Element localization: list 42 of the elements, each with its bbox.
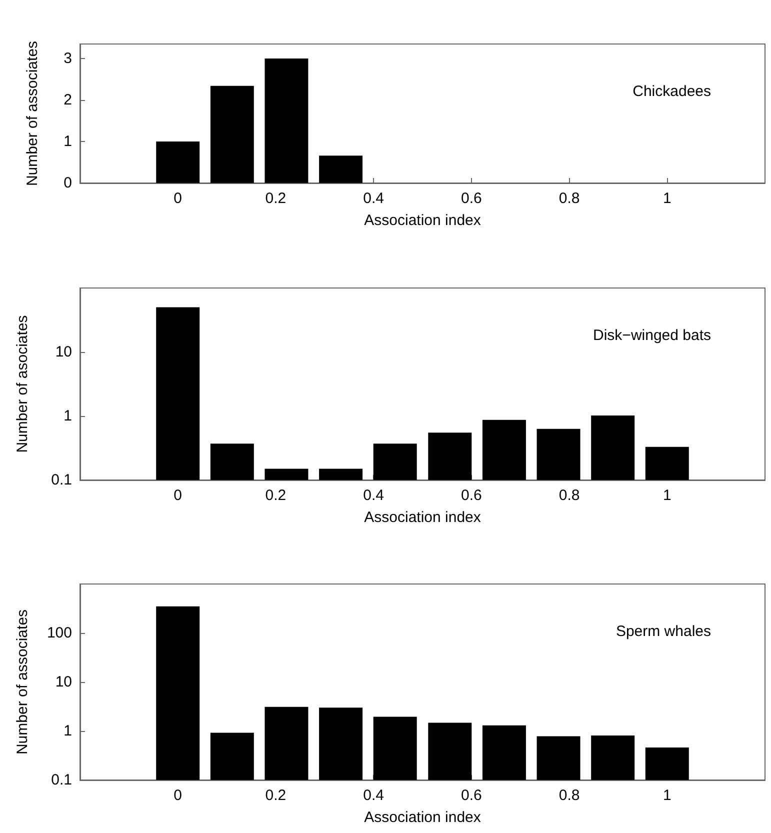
y-tick-label: 0.1 [51, 472, 72, 488]
annotation: Sperm whales [616, 623, 712, 640]
x-tick-label: 0.6 [461, 487, 482, 504]
y-axis-title: Number of associates [24, 40, 41, 186]
y-axis-title: Number of asociates [14, 315, 31, 453]
x-tick-label: 0.2 [265, 487, 286, 504]
x-tick-label: 1 [662, 787, 672, 804]
x-tick-label: 0.2 [265, 787, 286, 804]
bar [264, 58, 308, 183]
x-tick-label: 0 [174, 787, 182, 804]
x-tick-label: 0.6 [461, 787, 482, 804]
y-tick-label: 1 [64, 408, 72, 424]
x-tick-label: 0.2 [265, 190, 286, 207]
y-axis-title: Number of associates [14, 609, 31, 755]
x-axis-title: Association index [364, 212, 482, 229]
y-tick-label: 1 [64, 722, 72, 740]
x-tick-label: 0 [174, 190, 182, 207]
x-tick-label: 0.4 [363, 487, 384, 504]
x-tick-label: 0.4 [363, 190, 384, 207]
annotation: Chickadees [632, 83, 712, 100]
y-tick-label: 10 [55, 674, 72, 690]
x-tick-label: 1 [662, 487, 672, 504]
x-tick-label: 0.8 [558, 787, 580, 804]
y-tick-label: 2 [64, 92, 72, 109]
x-tick-label: 0.4 [363, 787, 384, 804]
x-tick-label: 0.8 [558, 487, 580, 504]
y-tick-label: 10 [55, 344, 72, 360]
x-tick-label: 1 [662, 190, 672, 207]
x-axis-title: Association index [364, 809, 482, 826]
x-tick-label: 0.8 [558, 190, 580, 207]
annotation: Disk−winged bats [593, 327, 712, 344]
x-tick-label: 0 [174, 487, 182, 504]
bar [210, 86, 254, 183]
y-tick-label: 0 [64, 174, 72, 192]
y-tick-label: 0.1 [51, 772, 72, 788]
x-tick-label: 0.6 [461, 190, 482, 207]
y-tick-label: 3 [64, 50, 72, 68]
bar [319, 156, 363, 183]
bar [156, 142, 200, 183]
y-tick-label: 1 [64, 133, 72, 150]
y-tick-label: 100 [46, 624, 72, 642]
x-axis-title: Association index [364, 509, 482, 526]
